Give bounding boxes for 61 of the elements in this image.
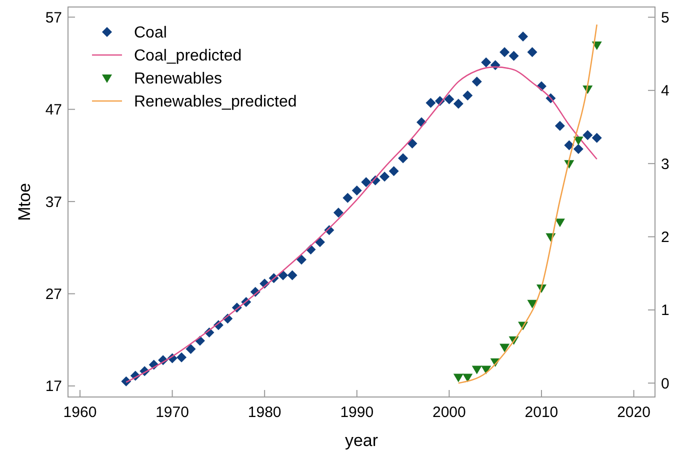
legend-label: Renewables_predicted xyxy=(134,94,297,111)
point xyxy=(472,366,482,374)
point xyxy=(426,98,436,108)
point xyxy=(186,344,196,354)
point xyxy=(407,138,418,148)
point xyxy=(508,50,519,61)
x-tick-label: 2010 xyxy=(524,404,558,421)
point xyxy=(518,32,528,42)
point xyxy=(453,98,464,109)
point xyxy=(361,177,372,188)
point xyxy=(352,185,362,196)
point xyxy=(573,136,584,146)
y-tick-label: 27 xyxy=(45,286,62,303)
point xyxy=(554,120,565,131)
y-tick-label: 37 xyxy=(45,194,62,211)
x-tick-label: 1960 xyxy=(63,404,97,421)
y-axis-title: Mtoe xyxy=(15,183,34,221)
point xyxy=(287,270,298,280)
y-tick-label: 47 xyxy=(45,102,62,119)
x-tick-label: 2020 xyxy=(617,404,650,421)
y-tick-label: 57 xyxy=(45,9,62,26)
legend-label: Renewables xyxy=(134,70,222,88)
x-tick-label: 1970 xyxy=(156,404,189,421)
y2-tick-label: 3 xyxy=(661,156,670,173)
point xyxy=(500,344,510,352)
point xyxy=(388,166,399,176)
point xyxy=(398,153,408,164)
point xyxy=(453,374,464,382)
point xyxy=(527,47,538,58)
x-tick-label: 2000 xyxy=(432,404,466,421)
x-tick-label: 1980 xyxy=(248,404,282,421)
point xyxy=(278,270,288,280)
y2-tick-label: 4 xyxy=(661,82,670,100)
point xyxy=(462,374,473,382)
point xyxy=(500,47,510,58)
x-tick-label: 1990 xyxy=(340,404,374,421)
y2-tick-label: 1 xyxy=(661,302,670,320)
point xyxy=(462,90,473,101)
y2-tick-label: 5 xyxy=(661,9,670,26)
point xyxy=(380,172,390,182)
y2-tick-label: 2 xyxy=(661,229,670,246)
legend-label: Coal_predicted xyxy=(134,48,242,65)
point xyxy=(444,94,454,104)
point xyxy=(176,352,187,362)
point xyxy=(472,76,482,87)
point xyxy=(554,218,565,228)
point xyxy=(573,144,584,154)
point xyxy=(564,140,574,150)
x-axis-title: year xyxy=(344,431,378,450)
point xyxy=(481,57,492,68)
point xyxy=(342,192,353,203)
point xyxy=(314,237,325,248)
point xyxy=(296,254,307,265)
point xyxy=(582,130,593,140)
legend-label: Coal xyxy=(134,24,167,42)
point xyxy=(481,366,492,374)
point xyxy=(527,300,538,308)
point xyxy=(592,132,602,143)
y-tick-label: 17 xyxy=(45,378,62,396)
point xyxy=(333,208,344,218)
y2-tick-label: 0 xyxy=(661,375,670,392)
